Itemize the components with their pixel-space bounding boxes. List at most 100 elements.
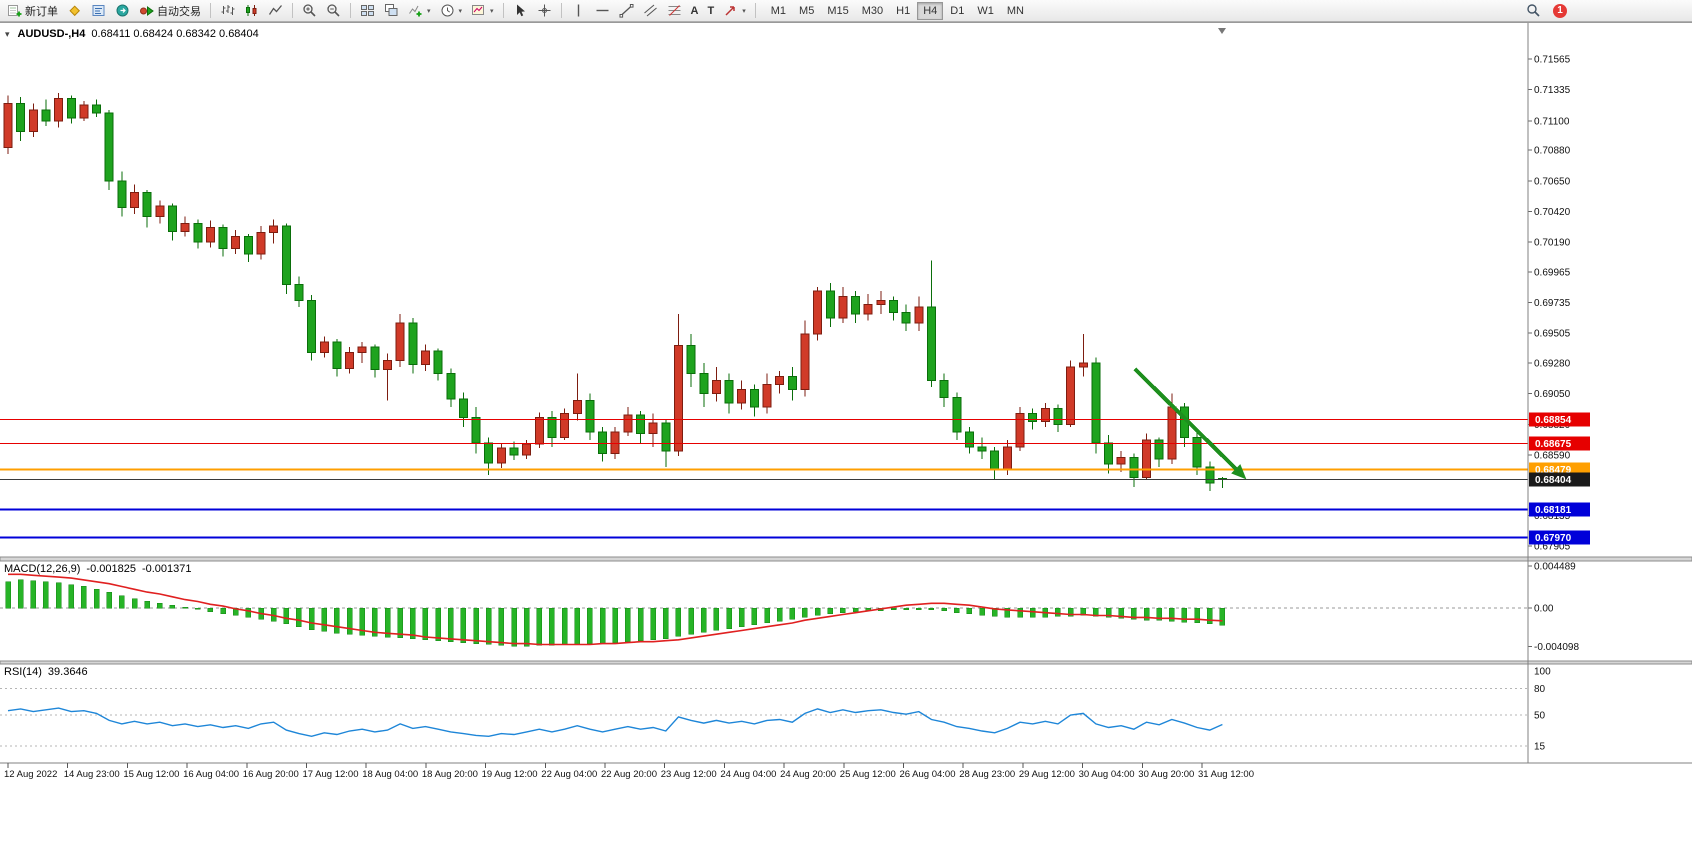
zoom-out-button[interactable]: [322, 2, 345, 20]
search-button[interactable]: [1522, 2, 1545, 20]
candle-body: [319, 341, 329, 353]
trend-arrow[interactable]: [1133, 367, 1242, 475]
candle-body: [1104, 442, 1114, 465]
toolbar-separator: [560, 3, 562, 18]
candle-body: [408, 322, 418, 365]
timeframe-h4[interactable]: H4: [917, 1, 944, 20]
candlestick-chart-icon: [246, 5, 257, 16]
rsi-indicator-label: RSI(14) 39.3646: [4, 666, 88, 678]
timeframe-w1[interactable]: W1: [971, 2, 1000, 20]
timeframe-m5[interactable]: M5: [793, 2, 820, 20]
candle-body: [914, 306, 924, 324]
timeframe-m30[interactable]: M30: [856, 2, 889, 20]
price-tick-label: 0.70420: [1534, 207, 1571, 218]
cursor-button[interactable]: [509, 2, 532, 20]
macd-histogram-bar: [663, 607, 669, 640]
current-price-badge-label: 0.68404: [1535, 475, 1572, 486]
macd-histogram-bar: [776, 607, 783, 622]
candle-body: [636, 414, 645, 435]
macd-histogram-bar: [384, 607, 391, 638]
time-label: 24 Aug 20:00: [780, 769, 836, 780]
bar-chart-button[interactable]: [216, 2, 239, 20]
candle-body: [851, 296, 861, 315]
horizontal-line-button[interactable]: [591, 2, 614, 20]
timeframe-d1[interactable]: D1: [944, 2, 970, 20]
indicators-button[interactable]: ▾: [404, 2, 435, 20]
candlestick-chart-button[interactable]: [240, 2, 263, 20]
new-order-button[interactable]: 新订单: [3, 2, 62, 20]
new-order-icon: [8, 5, 22, 17]
support-2-badge: [1529, 530, 1590, 545]
collapse-icon[interactable]: ▾: [5, 28, 10, 39]
channel-button[interactable]: [639, 2, 662, 20]
macd-histogram-bar: [207, 607, 214, 612]
scroll-marker[interactable]: [1218, 28, 1226, 34]
support-1-badge-label: 0.68181: [1535, 505, 1572, 516]
fibonacci-button[interactable]: [663, 2, 686, 20]
time-label: 25 Aug 12:00: [840, 769, 896, 780]
time-label: 28 Aug 23:00: [959, 769, 1015, 780]
rsi-level-label: 50: [1534, 711, 1546, 722]
macd-histogram-bar: [334, 607, 340, 634]
toolbar-separator: [754, 3, 756, 18]
candle-body: [813, 290, 823, 335]
templates-button[interactable]: ▾: [467, 2, 498, 20]
price-chart-canvas[interactable]: 0.71565 0.71335 0.71100 0.70880 0.70650 0.704…: [0, 23, 1692, 845]
market-depth-button[interactable]: [87, 2, 110, 20]
panel-splitter[interactable]: [0, 556, 1692, 562]
price-tick-label: 0.69735: [1534, 298, 1571, 309]
candle-body: [547, 417, 557, 439]
candle-body: [446, 373, 456, 400]
macd-histogram-bar: [1219, 607, 1226, 626]
candle-body: [952, 397, 962, 433]
tile-windows-button[interactable]: [356, 2, 379, 20]
candle-body: [180, 222, 190, 232]
timeframe-m1[interactable]: M1: [765, 2, 792, 20]
panel-splitter[interactable]: [0, 660, 1692, 665]
candle-body: [977, 446, 987, 452]
metaquotes-icon: [69, 5, 81, 17]
rsi-value: 39.3646: [47, 666, 88, 678]
arrows-button[interactable]: ▾: [719, 2, 750, 20]
notification-badge[interactable]: 1: [1553, 3, 1567, 18]
time-label: 17 Aug 12:00: [303, 769, 359, 780]
text-button[interactable]: A: [687, 2, 703, 20]
candle-body: [598, 431, 608, 455]
search-icon: [1527, 4, 1540, 17]
macd-histogram-bar: [1055, 607, 1061, 617]
periods-button[interactable]: ▾: [436, 2, 467, 20]
price-tick-label: 0.70190: [1534, 237, 1571, 248]
candle-body: [889, 300, 898, 313]
macd-signal-line: [8, 573, 1223, 646]
candle-body: [838, 296, 848, 319]
line-chart-button[interactable]: [264, 2, 287, 20]
market-depth-icon: [92, 5, 105, 16]
macd-histogram-bar: [625, 607, 631, 642]
candle-body: [357, 346, 367, 353]
macd-histogram-bar: [764, 607, 770, 624]
candle-body: [307, 300, 317, 353]
label-button[interactable]: T: [704, 2, 719, 20]
candle-body: [711, 379, 721, 395]
candle-body: [661, 422, 671, 452]
timeframe-m15[interactable]: M15: [821, 2, 854, 20]
candle-body: [1028, 413, 1038, 423]
macd-histogram-bar: [68, 584, 74, 609]
autotrading-button[interactable]: 自动交易: [135, 2, 205, 20]
candle-body: [218, 226, 228, 250]
zoom-in-button[interactable]: [298, 2, 321, 20]
resistance-1-badge-label: 0.68854: [1535, 415, 1572, 426]
macd-histogram-bar: [523, 607, 530, 647]
timeframe-mn[interactable]: MN: [1001, 2, 1030, 20]
vertical-line-button[interactable]: [567, 2, 590, 20]
macd-histogram-bar: [410, 607, 416, 640]
metaquotes-button[interactable]: [63, 2, 86, 20]
candle-body: [281, 225, 291, 286]
text-icon: A: [690, 4, 699, 17]
macd-histogram-bar: [422, 607, 429, 641]
timeframe-h1[interactable]: H1: [890, 2, 916, 20]
trendline-button[interactable]: [615, 2, 638, 20]
arrange-windows-button[interactable]: [380, 2, 403, 20]
strategy-tester-button[interactable]: [111, 2, 134, 20]
crosshair-button[interactable]: [533, 2, 556, 20]
